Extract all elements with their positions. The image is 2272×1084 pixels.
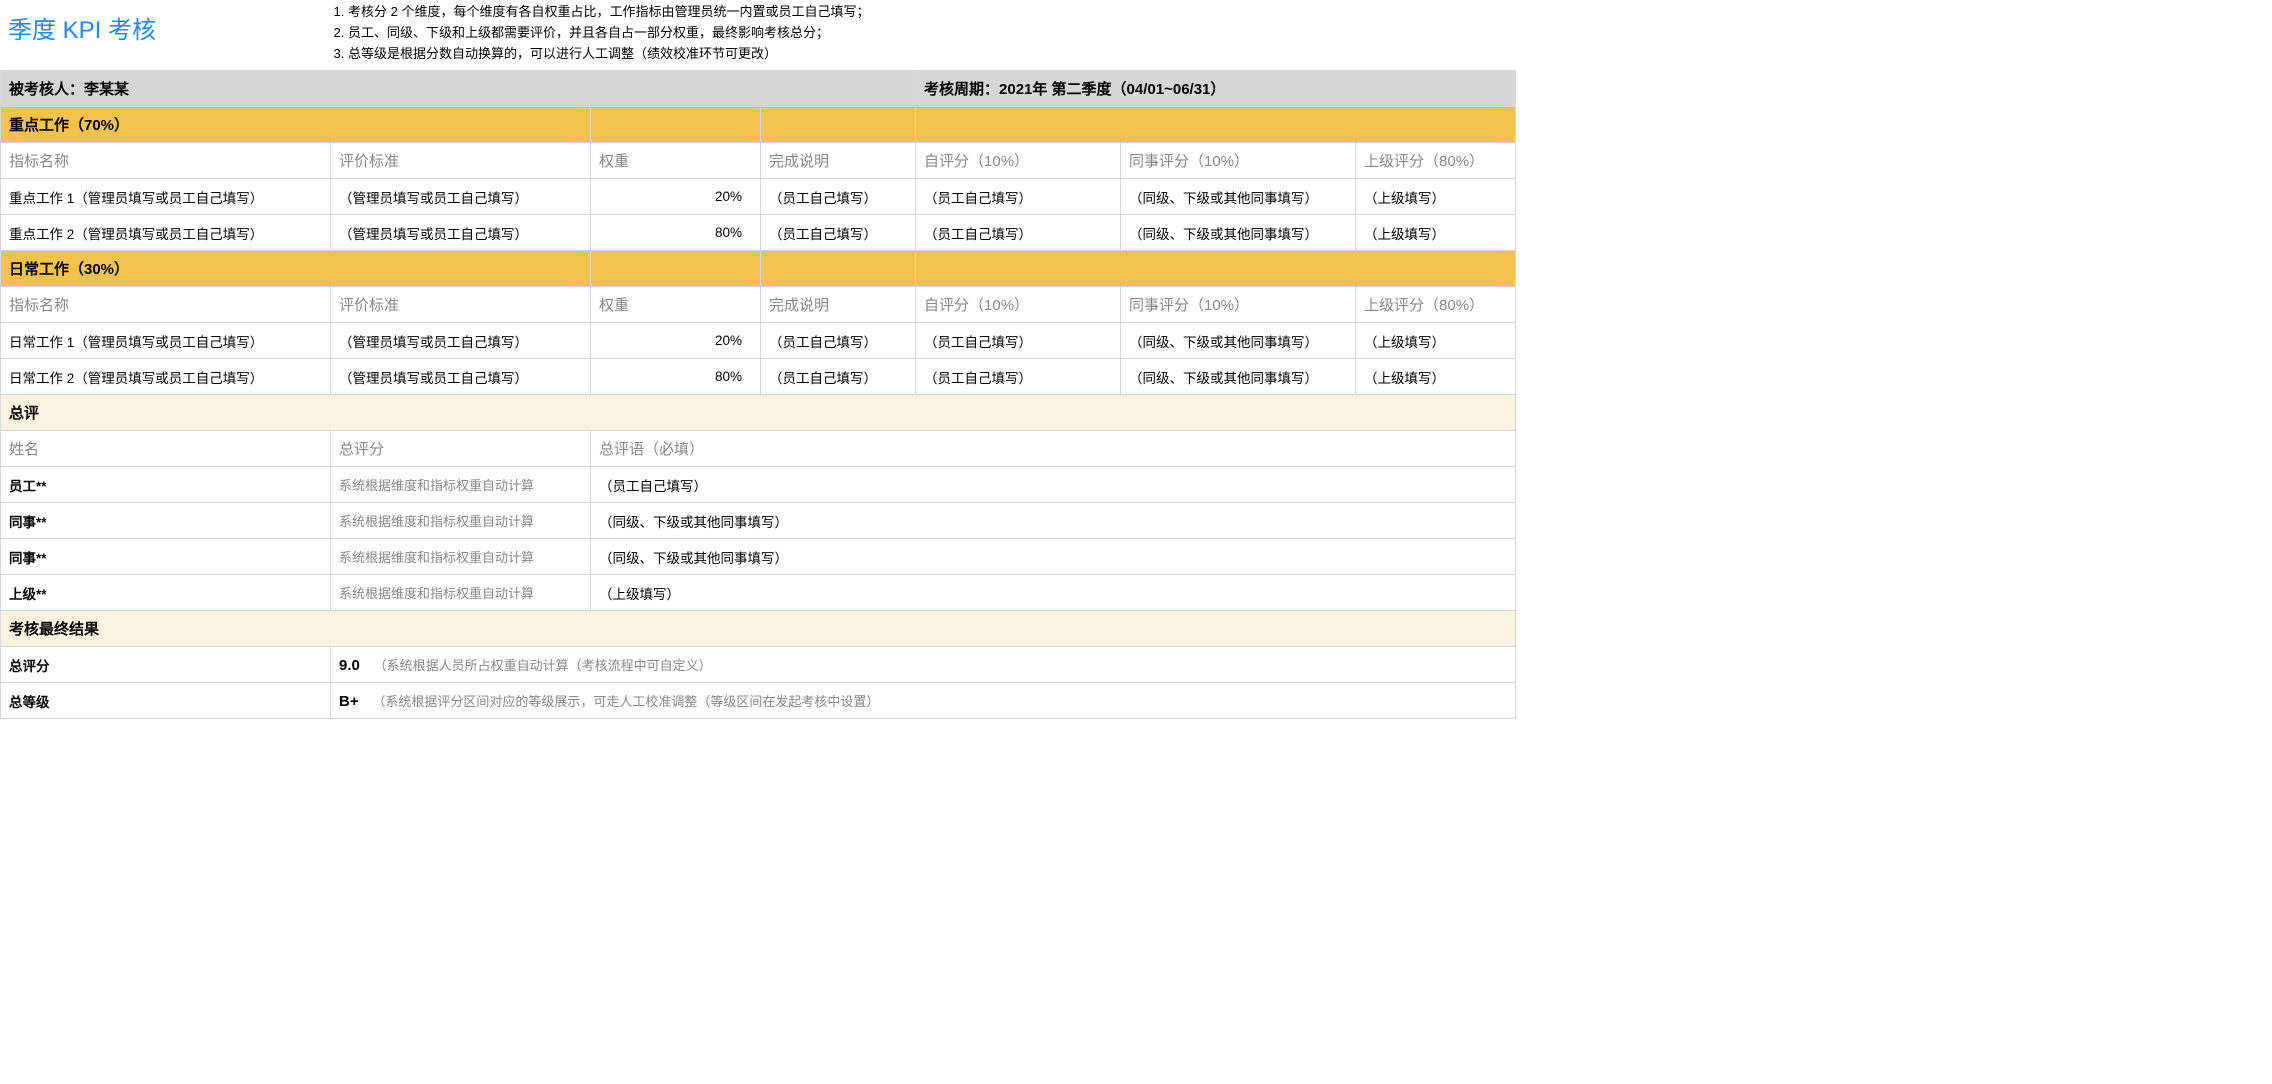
eval-score: 系统根据维度和指标权重自动计算 — [331, 503, 591, 539]
sec2-row: 日常工作 1（管理员填写或员工自己填写） （管理员填写或员工自己填写） 20% … — [1, 323, 1516, 359]
kpi-sup: （上级填写） — [1356, 179, 1516, 215]
eval-row: 同事** 系统根据维度和指标权重自动计算 （同级、下级或其他同事填写） — [1, 503, 1516, 539]
col-done: 完成说明 — [761, 143, 916, 179]
section1-title: 重点工作（70%） — [1, 107, 591, 143]
kpi-self: （员工自己填写） — [916, 179, 1121, 215]
sec1-row: 重点工作 1（管理员填写或员工自己填写） （管理员填写或员工自己填写） 20% … — [1, 179, 1516, 215]
result-grade-label: 总等级 — [1, 683, 331, 719]
result-title: 考核最终结果 — [1, 611, 1516, 647]
summary-colhead: 姓名 总评分 总评语（必填） — [1, 431, 1516, 467]
kpi-sup: （上级填写） — [1356, 359, 1516, 395]
eval-score: 系统根据维度和指标权重自动计算 — [331, 467, 591, 503]
col-sup: 上级评分（80%） — [1356, 143, 1516, 179]
eval-comment: （同级、下级或其他同事填写） — [591, 503, 1516, 539]
kpi-done: （员工自己填写） — [761, 179, 916, 215]
col-self: 自评分（10%） — [916, 143, 1121, 179]
col-name: 指标名称 — [1, 287, 331, 323]
sec2-row: 日常工作 2（管理员填写或员工自己填写） （管理员填写或员工自己填写） 80% … — [1, 359, 1516, 395]
eval-comment: （同级、下级或其他同事填写） — [591, 539, 1516, 575]
eval-name: 同事** — [1, 503, 331, 539]
sec1-row: 重点工作 2（管理员填写或员工自己填写） （管理员填写或员工自己填写） 80% … — [1, 215, 1516, 251]
kpi-weight: 80% — [591, 359, 761, 395]
col-peer: 同事评分（10%） — [1121, 287, 1356, 323]
kpi-name: 日常工作 2（管理员填写或员工自己填写） — [1, 359, 331, 395]
section1-title-row: 重点工作（70%） — [1, 107, 1516, 143]
kpi-done: （员工自己填写） — [761, 359, 916, 395]
kpi-peer: （同级、下级或其他同事填写） — [1121, 179, 1356, 215]
kpi-self: （员工自己填写） — [916, 359, 1121, 395]
eval-row: 同事** 系统根据维度和指标权重自动计算 （同级、下级或其他同事填写） — [1, 539, 1516, 575]
kpi-sup: （上级填写） — [1356, 323, 1516, 359]
eval-name: 同事** — [1, 539, 331, 575]
kpi-sup: （上级填写） — [1356, 215, 1516, 251]
note-item: 员工、同级、下级和上级都需要评价，并且各自占一部分权重，最终影响考核总分； — [348, 23, 869, 44]
kpi-name: 重点工作 2（管理员填写或员工自己填写） — [1, 215, 331, 251]
result-grade-note: （系统根据评分区间对应的等级展示，可走人工校准调整（等级区间在发起考核中设置） — [372, 694, 879, 709]
col-done: 完成说明 — [761, 287, 916, 323]
result-title-row: 考核最终结果 — [1, 611, 1516, 647]
kpi-done: （员工自己填写） — [761, 323, 916, 359]
col-weight: 权重 — [591, 143, 761, 179]
kpi-std: （管理员填写或员工自己填写） — [331, 215, 591, 251]
summary-title: 总评 — [1, 395, 1516, 431]
kpi-weight: 20% — [591, 179, 761, 215]
kpi-std: （管理员填写或员工自己填写） — [331, 179, 591, 215]
eval-score: 系统根据维度和指标权重自动计算 — [331, 539, 591, 575]
kpi-name: 日常工作 1（管理员填写或员工自己填写） — [1, 323, 331, 359]
col-std: 评价标准 — [331, 287, 591, 323]
notes: 考核分 2 个维度，每个维度有各自权重占比，工作指标由管理员统一内置或员工自己填… — [328, 2, 869, 64]
col-eval-comment: 总评语（必填） — [591, 431, 1516, 467]
col-name: 指标名称 — [1, 143, 331, 179]
person-cell: 被考核人：李某某 — [1, 71, 916, 107]
eval-name: 员工** — [1, 467, 331, 503]
kpi-peer: （同级、下级或其他同事填写） — [1121, 323, 1356, 359]
note-item: 考核分 2 个维度，每个维度有各自权重占比，工作指标由管理员统一内置或员工自己填… — [348, 2, 869, 23]
result-score-label: 总评分 — [1, 647, 331, 683]
meta-row: 被考核人：李某某 考核周期：2021年 第二季度（04/01~06/31） — [1, 71, 1516, 107]
col-self: 自评分（10%） — [916, 287, 1121, 323]
eval-comment: （上级填写） — [591, 575, 1516, 611]
summary-title-row: 总评 — [1, 395, 1516, 431]
kpi-std: （管理员填写或员工自己填写） — [331, 323, 591, 359]
period-cell: 考核周期：2021年 第二季度（04/01~06/31） — [916, 71, 1516, 107]
page-header: 季度 KPI 考核 考核分 2 个维度，每个维度有各自权重占比，工作指标由管理员… — [0, 0, 1516, 70]
eval-name: 上级** — [1, 575, 331, 611]
section1-colhead: 指标名称 评价标准 权重 完成说明 自评分（10%） 同事评分（10%） 上级评… — [1, 143, 1516, 179]
section2-colhead: 指标名称 评价标准 权重 完成说明 自评分（10%） 同事评分（10%） 上级评… — [1, 287, 1516, 323]
col-std: 评价标准 — [331, 143, 591, 179]
col-eval-name: 姓名 — [1, 431, 331, 467]
kpi-self: （员工自己填写） — [916, 215, 1121, 251]
result-score-note: （系统根据人员所占权重自动计算（考核流程中可自定义） — [374, 658, 712, 673]
kpi-peer: （同级、下级或其他同事填写） — [1121, 359, 1356, 395]
result-score-row: 总评分 9.0 （系统根据人员所占权重自动计算（考核流程中可自定义） — [1, 647, 1516, 683]
col-sup: 上级评分（80%） — [1356, 287, 1516, 323]
result-grade-value: B+ — [339, 693, 359, 710]
eval-comment: （员工自己填写） — [591, 467, 1516, 503]
kpi-weight: 80% — [591, 215, 761, 251]
result-score-value: 9.0 — [339, 657, 360, 674]
note-item: 总等级是根据分数自动换算的，可以进行人工调整（绩效校准环节可更改） — [348, 44, 869, 65]
result-score-cell: 9.0 （系统根据人员所占权重自动计算（考核流程中可自定义） — [331, 647, 1516, 683]
col-weight: 权重 — [591, 287, 761, 323]
eval-row: 员工** 系统根据维度和指标权重自动计算 （员工自己填写） — [1, 467, 1516, 503]
col-eval-score: 总评分 — [331, 431, 591, 467]
kpi-name: 重点工作 1（管理员填写或员工自己填写） — [1, 179, 331, 215]
page-title: 季度 KPI 考核 — [8, 2, 328, 45]
eval-score: 系统根据维度和指标权重自动计算 — [331, 575, 591, 611]
eval-row: 上级** 系统根据维度和指标权重自动计算 （上级填写） — [1, 575, 1516, 611]
kpi-done: （员工自己填写） — [761, 215, 916, 251]
kpi-self: （员工自己填写） — [916, 323, 1121, 359]
result-grade-row: 总等级 B+ （系统根据评分区间对应的等级展示，可走人工校准调整（等级区间在发起… — [1, 683, 1516, 719]
kpi-weight: 20% — [591, 323, 761, 359]
kpi-std: （管理员填写或员工自己填写） — [331, 359, 591, 395]
section2-title: 日常工作（30%） — [1, 251, 591, 287]
result-grade-cell: B+ （系统根据评分区间对应的等级展示，可走人工校准调整（等级区间在发起考核中设… — [331, 683, 1516, 719]
col-peer: 同事评分（10%） — [1121, 143, 1356, 179]
section2-title-row: 日常工作（30%） — [1, 251, 1516, 287]
kpi-table: 被考核人：李某某 考核周期：2021年 第二季度（04/01~06/31） 重点… — [0, 70, 1516, 719]
kpi-peer: （同级、下级或其他同事填写） — [1121, 215, 1356, 251]
